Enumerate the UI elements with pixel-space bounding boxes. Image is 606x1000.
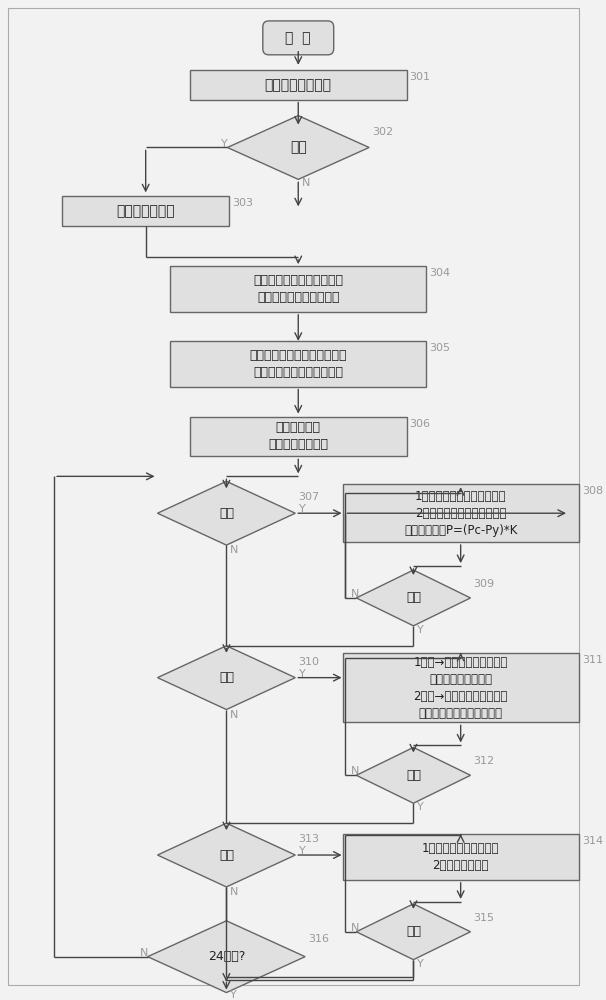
- Text: N: N: [350, 766, 359, 776]
- Text: 309: 309: [473, 579, 494, 589]
- Text: 1、平→峰：用电负荷由电网
供电，储能系统充电
2、平→谷：用电负荷待储能
系统供电耗尽后由电网供电: 1、平→峰：用电负荷由电网 供电，储能系统充电 2、平→谷：用电负荷待储能 系统…: [413, 656, 508, 720]
- FancyBboxPatch shape: [263, 21, 334, 55]
- Text: N: N: [230, 710, 239, 720]
- Text: Y: Y: [299, 504, 306, 514]
- Polygon shape: [158, 481, 295, 545]
- Text: 控制系统读取电力系统用电
信息及双向智能电表数据: 控制系统读取电力系统用电 信息及双向智能电表数据: [253, 274, 343, 304]
- Text: 峰段: 峰段: [219, 507, 234, 520]
- Text: N: N: [350, 923, 359, 933]
- Bar: [170, 266, 426, 312]
- Text: 303: 303: [232, 198, 253, 208]
- Text: N: N: [140, 948, 148, 958]
- Text: 316: 316: [308, 934, 329, 944]
- Text: 数据上传管理系统并统计、分
析、制定家庭电能控制策略: 数据上传管理系统并统计、分 析、制定家庭电能控制策略: [250, 349, 347, 379]
- Text: 312: 312: [473, 756, 494, 766]
- Polygon shape: [158, 823, 295, 887]
- Text: 315: 315: [473, 913, 494, 923]
- Text: 结束: 结束: [406, 769, 421, 782]
- Text: 301: 301: [410, 72, 430, 82]
- Bar: [170, 341, 426, 387]
- Text: 开  始: 开 始: [285, 31, 311, 45]
- Polygon shape: [148, 921, 305, 993]
- Text: 313: 313: [298, 834, 319, 844]
- Text: 302: 302: [372, 127, 393, 137]
- Text: Y: Y: [418, 625, 424, 635]
- Text: 307: 307: [298, 492, 319, 502]
- Text: 304: 304: [429, 268, 450, 278]
- Polygon shape: [158, 646, 295, 710]
- Bar: [342, 484, 579, 542]
- Text: 308: 308: [582, 486, 603, 496]
- Text: 314: 314: [582, 836, 603, 846]
- Text: Y: Y: [418, 802, 424, 812]
- Bar: [342, 834, 579, 880]
- Bar: [342, 653, 579, 722]
- Text: 24小时?: 24小时?: [208, 950, 245, 963]
- Polygon shape: [356, 747, 470, 803]
- Text: 结束: 结束: [406, 925, 421, 938]
- Bar: [62, 196, 229, 226]
- Text: N: N: [230, 887, 239, 897]
- Text: 305: 305: [429, 343, 450, 353]
- Text: 系统初始化、自检: 系统初始化、自检: [265, 78, 331, 92]
- Text: Y: Y: [418, 959, 424, 969]
- Text: 控制系统执行
家庭电能控制策略: 控制系统执行 家庭电能控制策略: [268, 421, 328, 451]
- Text: N: N: [302, 178, 310, 188]
- Text: Y: Y: [230, 990, 237, 1000]
- Text: 310: 310: [298, 657, 319, 667]
- Text: 306: 306: [410, 419, 430, 429]
- Text: 报警、系统旁路: 报警、系统旁路: [116, 204, 175, 218]
- Text: N: N: [230, 545, 239, 555]
- Bar: [190, 417, 407, 456]
- Polygon shape: [227, 116, 369, 179]
- Text: N: N: [350, 589, 359, 599]
- Polygon shape: [356, 570, 470, 626]
- Text: 结束: 结束: [406, 591, 421, 604]
- Text: Y: Y: [221, 139, 228, 149]
- Text: 1、用电负荷由电网供电
2、储能系统充电: 1、用电负荷由电网供电 2、储能系统充电: [422, 842, 499, 872]
- Text: 1、用电负荷由储能系统供电
2、根据控制策略剩余电能向
电网反向供电P=(Pc-Py)*K: 1、用电负荷由储能系统供电 2、根据控制策略剩余电能向 电网反向供电P=(Pc-…: [404, 490, 518, 537]
- Text: Y: Y: [299, 669, 306, 679]
- Text: 谷段: 谷段: [219, 849, 234, 862]
- Text: 311: 311: [582, 655, 603, 665]
- Text: Y: Y: [299, 846, 306, 856]
- Bar: [190, 70, 407, 100]
- Polygon shape: [356, 904, 470, 960]
- Text: 故障: 故障: [290, 140, 307, 154]
- Text: 平段: 平段: [219, 671, 234, 684]
